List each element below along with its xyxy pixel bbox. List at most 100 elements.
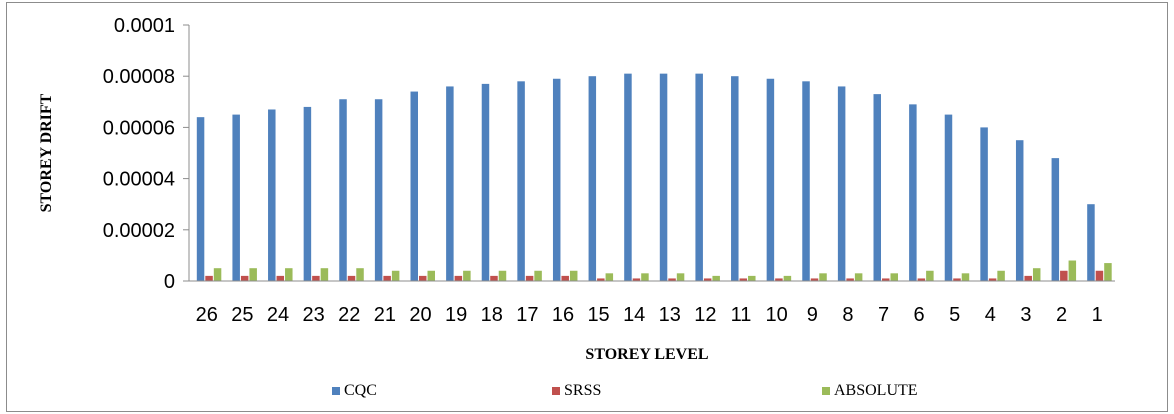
y-tick-label: 0.00002: [103, 220, 175, 242]
bar-srss-7: [882, 278, 890, 281]
bar-absolute-21: [391, 270, 400, 281]
bar-srss-9: [810, 278, 819, 281]
bar-absolute-26: [213, 268, 222, 281]
bar-cqc-7: [873, 94, 881, 282]
bar-cqc-24: [268, 109, 276, 281]
x-axis-ticks: 26 25 24 23 22 21 20 19 18 17 16 15 14 13 12 11 10 9 8 7 6 5 4…: [196, 304, 1103, 326]
x-tick-label: 23: [303, 304, 325, 326]
bar-srss-24: [276, 275, 285, 281]
bar-cqc-19: [446, 86, 454, 281]
bar-cqc-3: [1015, 140, 1024, 281]
bar-absolute-18: [498, 270, 507, 281]
bar-srss-19: [454, 275, 463, 281]
bar-srss-25: [240, 275, 249, 281]
bar-cqc-11: [731, 76, 739, 281]
bar-srss-2: [1060, 270, 1068, 281]
bar-absolute-13: [676, 273, 685, 281]
bar-absolute-2: [1068, 260, 1077, 281]
x-tick-label: 3: [1020, 304, 1031, 326]
x-tick-label: 4: [985, 304, 996, 326]
bar-cqc-25: [232, 114, 240, 281]
bar-srss-20: [419, 275, 427, 281]
legend: CQC SRSS ABSOLUTE: [332, 382, 918, 399]
x-tick-label: 19: [445, 304, 467, 326]
bar-srss-11: [739, 278, 748, 281]
bar-cqc-8: [837, 86, 846, 281]
bar-cqc-15: [588, 76, 597, 281]
y-tick-label: 0: [164, 271, 175, 293]
x-tick-label: 26: [196, 304, 218, 326]
bar-absolute-22: [356, 268, 364, 281]
x-tick-label: 10: [766, 304, 788, 326]
bar-absolute-12: [712, 275, 720, 281]
x-tick-label: 6: [914, 304, 925, 326]
bar-cqc-10: [766, 78, 775, 281]
bar-absolute-15: [605, 273, 614, 281]
legend-label-absolute: ABSOLUTE: [834, 382, 918, 399]
bar-absolute-7: [890, 273, 898, 281]
bar-absolute-19: [463, 270, 471, 281]
x-tick-label: 18: [481, 304, 503, 326]
bar-srss-23: [312, 275, 320, 281]
x-tick-label: 24: [267, 304, 289, 326]
bar-absolute-6: [926, 270, 934, 281]
x-tick-label: 15: [587, 304, 609, 326]
bar-srss-4: [988, 278, 997, 281]
bar-cqc-4: [980, 127, 988, 282]
bar-absolute-24: [285, 268, 293, 281]
x-tick-label: 22: [338, 304, 360, 326]
bar-cqc-2: [1051, 158, 1060, 281]
y-tick-label: 0.0001: [114, 15, 175, 37]
bar-srss-3: [1024, 275, 1032, 281]
legend-swatch-srss: [552, 387, 560, 395]
bar-absolute-14: [641, 273, 649, 281]
bar-cqc-26: [196, 117, 205, 281]
bar-absolute-8: [854, 273, 863, 281]
bar-cqc-6: [909, 104, 917, 281]
x-tick-label: 13: [659, 304, 681, 326]
legend-swatch-cqc: [332, 387, 340, 395]
x-tick-label: 12: [694, 304, 716, 326]
x-tick-label: 14: [623, 304, 645, 326]
bar-srss-13: [668, 278, 676, 281]
bar-cqc-23: [303, 106, 312, 281]
x-tick-label: 25: [231, 304, 253, 326]
bar-cqc-12: [695, 73, 703, 281]
bar-cqc-16: [552, 78, 561, 281]
x-tick-label: 20: [409, 304, 431, 326]
bar-absolute-10: [783, 275, 792, 281]
bar-srss-15: [597, 278, 605, 281]
bar-cqc-18: [481, 83, 490, 281]
x-axis-title: STOREY LEVEL: [585, 346, 708, 363]
bar-cqc-1: [1087, 204, 1095, 281]
x-tick-label: 17: [516, 304, 538, 326]
bar-absolute-4: [997, 270, 1005, 281]
bar-absolute-1: [1104, 263, 1112, 281]
x-tick-label: 11: [731, 304, 752, 326]
bar-absolute-20: [427, 270, 435, 281]
bar-absolute-17: [534, 270, 542, 281]
legend-swatch-absolute: [822, 387, 830, 395]
bar-cqc-22: [339, 99, 347, 282]
bar-absolute-3: [1032, 268, 1041, 281]
bar-srss-22: [347, 275, 356, 281]
bar-srss-21: [383, 275, 391, 281]
y-axis-ticks: 0 0.00002 0.00004 0.00006 0.00008 0.0001: [103, 15, 189, 293]
legend-label-srss: SRSS: [564, 382, 601, 399]
bar-absolute-11: [748, 275, 756, 281]
bar-srss-8: [846, 278, 854, 281]
bar-cqc-13: [659, 73, 668, 281]
chart-frame: 0 0.00002 0.00004 0.00006 0.00008 0.0001 26 25…: [6, 2, 1168, 412]
bar-srss-18: [490, 275, 498, 281]
bar-cqc-5: [944, 114, 953, 281]
x-tick-label: 8: [842, 304, 853, 326]
x-tick-label: 16: [552, 304, 574, 326]
bar-srss-10: [775, 278, 783, 281]
bar-absolute-16: [569, 270, 578, 281]
bar-cqc-9: [802, 81, 810, 281]
bar-srss-16: [561, 275, 569, 281]
bar-cqc-14: [624, 73, 632, 281]
bar-srss-14: [632, 278, 641, 281]
bar-srss-12: [703, 278, 712, 281]
